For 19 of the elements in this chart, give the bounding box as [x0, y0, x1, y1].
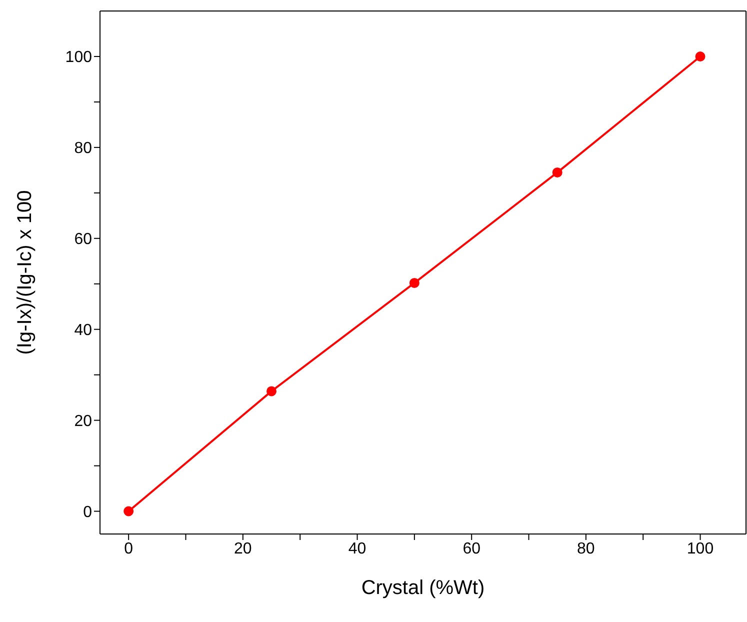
point [409, 278, 420, 288]
y-axis-title: (Ig-Ix)/(Ig-Ic) x 100 [14, 190, 36, 355]
x-tick-label: 60 [462, 540, 481, 558]
x-tick-label: 40 [348, 540, 366, 558]
x-tick-label: 20 [234, 540, 252, 558]
y-tick-label: 100 [65, 49, 92, 66]
point [695, 51, 706, 62]
y-tick-label: 80 [74, 140, 92, 158]
y-tick-label: 60 [74, 231, 92, 248]
x-tick-label: 100 [686, 540, 714, 558]
y-tick-label: 0 [83, 504, 92, 521]
x-tick-label: 80 [577, 540, 595, 558]
point [124, 506, 134, 516]
y-tick-label: 40 [74, 322, 92, 340]
x-tick-label: 0 [124, 540, 134, 558]
x-axis-title: Crystal (%Wt) [361, 577, 485, 599]
y-tick-label: 20 [74, 412, 92, 430]
point [552, 167, 562, 178]
point [266, 386, 277, 396]
